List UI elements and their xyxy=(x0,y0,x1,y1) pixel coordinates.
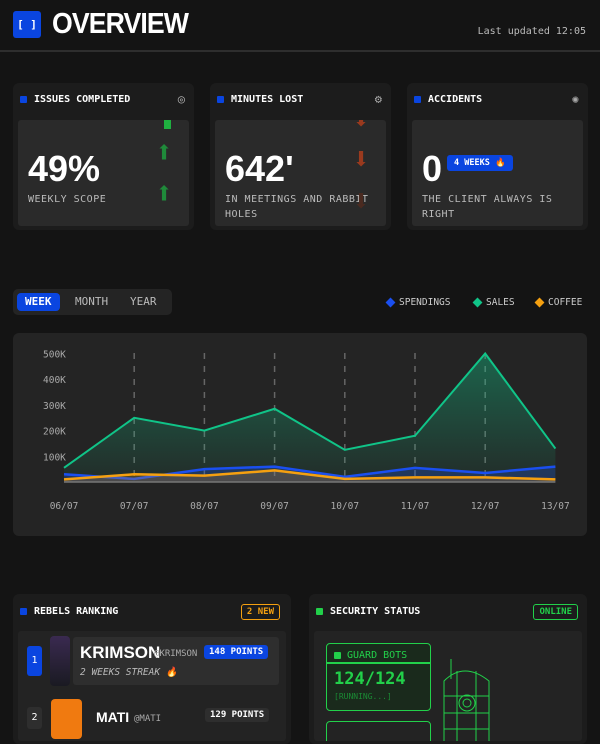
kpi-value: 0 xyxy=(422,148,443,189)
kpi-accidents: ACCIDENTS ✺ 0 4 WEEKS 🔥 THE CLIENT ALWAY… xyxy=(407,83,588,230)
gear-icon[interactable]: ⚙ xyxy=(374,92,382,106)
online-badge: ONLINE xyxy=(533,604,578,620)
bug-icon[interactable]: ✺ xyxy=(571,92,579,106)
tab-week[interactable]: WEEK xyxy=(17,293,60,311)
arrow-up-icon: ⬆ xyxy=(155,135,174,170)
kpi-issues-completed: ISSUES COMPLETED ◎ 49% WEEKLY SCOPE ⬆ ⬆ xyxy=(13,83,194,230)
bullet-icon xyxy=(217,96,224,103)
status-dot xyxy=(334,651,341,659)
kpi-value: 642' xyxy=(225,148,294,189)
tab-month[interactable]: MONTH xyxy=(75,295,109,308)
diamond-icon xyxy=(385,297,396,308)
arrow-up-icon: ⬆ xyxy=(155,176,174,211)
security-status-card: SECURITY STATUS ONLINE GUARD BOTS 124/12… xyxy=(309,594,587,744)
x-tick-label: 07/07 xyxy=(120,501,149,512)
bullet-icon xyxy=(414,96,421,103)
kpi-subtitle: IN MEETINGS AND RABBIT HOLES xyxy=(225,194,369,220)
guard-bots-panel: GUARD BOTS 124/124 [RUNNING...] xyxy=(326,643,431,711)
x-tick-label: 08/07 xyxy=(190,501,219,512)
bullet-icon xyxy=(20,96,27,103)
diamond-icon xyxy=(534,297,545,308)
card-title: REBELS RANKING xyxy=(34,606,119,617)
legend-label: SALES xyxy=(486,297,515,308)
rebel-handle: @MATI xyxy=(134,714,162,724)
kpi-minutes-lost: MINUTES LOST ⚙ 642' IN MEETINGS AND RABB… xyxy=(210,83,391,230)
area-coffee xyxy=(64,470,556,482)
y-tick-label: 100K xyxy=(43,452,66,463)
card-title: MINUTES LOST xyxy=(231,94,304,105)
x-tick-label: 13/07 xyxy=(541,501,570,512)
second-panel xyxy=(326,721,431,741)
x-tick-label: 06/07 xyxy=(50,501,79,512)
chart-panel: 06/07 07/07 08/07 09/07 10/07 11/07 12/07 13/07… xyxy=(13,333,587,536)
x-tick-label: 12/07 xyxy=(471,501,500,512)
page-title: OVERVIEW xyxy=(52,8,189,40)
y-tick-label: 300K xyxy=(43,401,66,412)
panel-label: GUARD BOTS xyxy=(347,649,408,661)
ranking-row[interactable]: KRIMSON @KRIMSON 148 POINTS 2 WEEKS STRE… xyxy=(73,637,279,685)
streak-badge: 4 WEEKS 🔥 xyxy=(447,155,513,171)
y-tick-label: 200K xyxy=(43,427,66,438)
line-coffee xyxy=(63,469,556,481)
logo: [ ] xyxy=(13,11,41,38)
x-tick-label: 09/07 xyxy=(260,501,289,512)
card-title: ISSUES COMPLETED xyxy=(34,94,131,105)
kpi-subtitle: WEEKLY SCOPE xyxy=(28,194,107,205)
last-updated: Last updated 12:05 xyxy=(477,26,586,37)
line-spendings xyxy=(63,465,556,481)
period-tabs: WEEK MONTH YEAR xyxy=(13,289,172,315)
arrow-down-icon: ⬇ xyxy=(352,120,370,137)
points-badge: 148 POINTS xyxy=(204,645,269,659)
header: [ ] OVERVIEW Last updated 12:05 xyxy=(0,0,600,52)
robot-wireframe-icon xyxy=(443,659,490,741)
streak-text: 2 WEEKS STREAK 🔥 xyxy=(80,667,178,678)
kpi-subtitle: THE CLIENT ALWAYS IS RIGHT xyxy=(422,194,553,220)
legend-sales[interactable]: SALES xyxy=(472,297,515,308)
card-title: ACCIDENTS xyxy=(428,94,483,105)
rebels-ranking-card: REBELS RANKING 2 NEW 1 KRIMSON @KRIMSON … xyxy=(13,594,291,744)
avatar xyxy=(51,699,82,739)
line-sales xyxy=(63,351,557,469)
bullet-icon xyxy=(20,608,27,615)
x-tick-label: 10/07 xyxy=(330,501,359,512)
new-badge: 2 NEW xyxy=(240,604,280,620)
rebel-name: KRIMSON xyxy=(80,643,161,662)
rebel-handle: @KRIMSON xyxy=(154,649,198,659)
avatar xyxy=(50,636,70,686)
y-tick-label: 400K xyxy=(43,375,66,386)
card-title: SECURITY STATUS xyxy=(330,606,421,617)
arrow-tail xyxy=(164,120,171,129)
tab-year[interactable]: YEAR xyxy=(130,295,157,308)
target-icon[interactable]: ◎ xyxy=(177,92,185,106)
area-chart: 06/07 07/07 08/07 09/07 10/07 11/07 12/07 13/07… xyxy=(43,350,570,513)
rank-number: 1 xyxy=(27,646,42,676)
rank-number: 2 xyxy=(27,707,42,729)
y-tick-label: 500K xyxy=(43,350,66,361)
kpi-value: 49% xyxy=(28,148,101,189)
legend-coffee[interactable]: COFFEE xyxy=(534,297,583,308)
legend-spendings[interactable]: SPENDINGS xyxy=(385,297,451,308)
arrow-down-icon: ⬇ xyxy=(352,142,371,177)
legend-label: SPENDINGS xyxy=(399,297,451,308)
points-badge: 129 POINTS xyxy=(205,708,270,722)
area-sales xyxy=(64,353,556,482)
rebel-name: MATI xyxy=(96,709,130,725)
bots-status: [RUNNING...] xyxy=(334,692,392,701)
arrow-down-icon: ⬇ xyxy=(352,184,371,219)
bullet-icon xyxy=(316,608,323,615)
x-tick-label: 11/07 xyxy=(401,501,430,512)
diamond-icon xyxy=(472,297,483,308)
bots-count: 124/124 xyxy=(334,669,406,689)
legend-label: COFFEE xyxy=(548,297,583,308)
